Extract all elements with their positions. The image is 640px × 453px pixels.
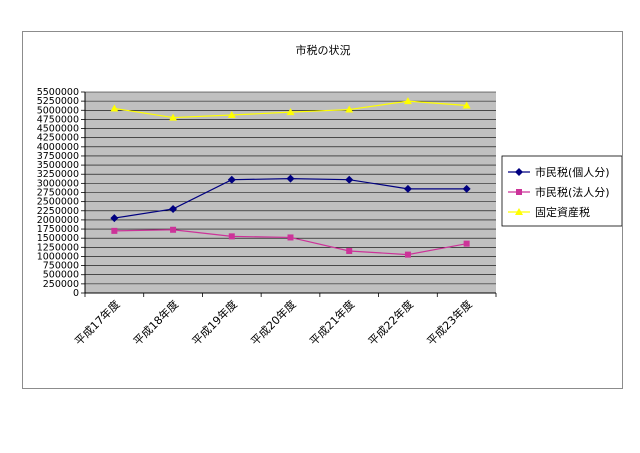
data-point	[227, 111, 236, 119]
y-tick-label: 1250000	[37, 242, 79, 253]
y-tick-label: 4750000	[37, 114, 79, 125]
y-tick-label: 4250000	[37, 133, 79, 144]
y-tick-label: 1750000	[37, 224, 79, 235]
legend: 市民税(個人分) 市民税(法人分) 固定資産税	[508, 165, 610, 219]
y-tick-label: 2250000	[37, 206, 79, 217]
y-tick-label: 4500000	[37, 124, 79, 135]
data-point	[110, 104, 119, 112]
y-tick-label: 250000	[43, 279, 79, 290]
line-chart: 市税の状況 0250000500000750000100000012500001…	[37, 43, 622, 348]
x-axis-ticks: 平成17年度 平成18年度 平成19年度 平成20年度 平成21年度 平成22年度 平成23…	[72, 292, 497, 348]
data-point	[462, 184, 471, 193]
data-point	[170, 226, 177, 233]
x-tick-label: 平成21年度	[306, 297, 357, 348]
legend-label: 市民税(法人分)	[535, 185, 610, 199]
y-tick-label: 750000	[43, 261, 79, 272]
gridlines	[85, 91, 496, 294]
y-tick-label: 2000000	[37, 215, 79, 226]
x-tick-label: 平成23年度	[424, 297, 475, 348]
data-point	[286, 108, 295, 116]
legend-label: 固定資産税	[535, 205, 590, 219]
x-tick-label: 平成17年度	[72, 297, 123, 348]
legend-marker	[515, 168, 523, 176]
data-point	[404, 251, 411, 258]
y-tick-label: 1000000	[37, 251, 79, 262]
data-point	[287, 234, 294, 241]
data-point	[228, 233, 235, 240]
y-axis-ticks: 0250000500000750000100000012500001500000…	[37, 87, 86, 299]
x-tick-label: 平成19年度	[189, 297, 240, 348]
data-point	[169, 204, 178, 213]
y-tick-label: 2500000	[37, 197, 79, 208]
data-point	[110, 214, 119, 223]
y-tick-label: 1500000	[37, 233, 79, 244]
y-tick-label: 500000	[43, 270, 79, 281]
data-point	[462, 101, 471, 109]
series-group	[110, 97, 471, 258]
chart-title: 市税の状況	[296, 43, 351, 57]
data-point	[286, 174, 295, 183]
data-point	[169, 113, 178, 121]
legend-marker	[516, 189, 522, 195]
legend-label: 市民税(個人分)	[535, 165, 610, 179]
x-tick-label: 平成20年度	[248, 297, 299, 348]
data-point	[111, 227, 118, 234]
y-tick-label: 0	[73, 288, 79, 299]
data-point	[345, 175, 354, 184]
x-tick-label: 平成22年度	[365, 297, 416, 348]
y-tick-label: 3000000	[37, 178, 79, 189]
y-tick-label: 3250000	[37, 169, 79, 180]
data-point	[227, 175, 236, 184]
data-point	[463, 240, 470, 247]
x-tick-label: 平成18年度	[130, 297, 181, 348]
y-tick-label: 5250000	[37, 96, 79, 107]
y-tick-label: 3500000	[37, 160, 79, 171]
y-tick-label: 5000000	[37, 105, 79, 116]
y-tick-label: 2750000	[37, 188, 79, 199]
legend-marker	[515, 208, 523, 215]
data-point	[403, 184, 412, 193]
y-tick-label: 5500000	[37, 87, 79, 98]
y-tick-label: 3750000	[37, 151, 79, 162]
chart-frame: 市税の状況 0 250000 500000 750000 1000000 1250000 1…	[22, 31, 623, 389]
y-tick-label: 4000000	[37, 142, 79, 153]
data-point	[345, 105, 354, 113]
data-point	[346, 247, 353, 254]
data-point	[403, 97, 412, 105]
